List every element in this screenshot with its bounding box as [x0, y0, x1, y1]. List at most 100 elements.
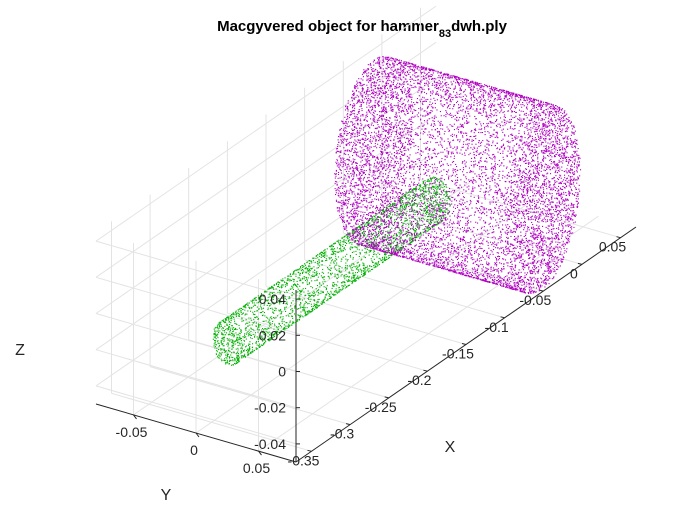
head-point [418, 89, 420, 91]
head-point [489, 203, 491, 205]
handle-point [418, 234, 420, 236]
handle-point [245, 304, 247, 306]
handle-point [298, 268, 300, 270]
head-point [534, 107, 536, 109]
handle-point [257, 331, 259, 333]
handle-point [433, 221, 435, 223]
handle-point [235, 332, 237, 334]
handle-point [233, 316, 235, 318]
handle-point [288, 275, 290, 277]
head-point [366, 69, 368, 71]
head-point [496, 115, 498, 117]
head-point [493, 280, 495, 282]
handle-point [409, 202, 411, 204]
head-point [421, 220, 423, 222]
handle-point [419, 212, 421, 214]
handle-point [285, 310, 287, 312]
head-point [398, 192, 400, 194]
handle-point [433, 223, 435, 225]
head-point [455, 97, 457, 99]
head-point [426, 73, 428, 75]
handle-point [329, 297, 331, 299]
handle-point [389, 243, 391, 245]
head-point [529, 173, 531, 175]
handle-point [286, 283, 288, 285]
handle-point [246, 332, 248, 334]
handle-point [224, 318, 226, 320]
head-point [487, 236, 489, 238]
head-point [429, 134, 431, 136]
handle-point [353, 280, 355, 282]
handle-point [306, 261, 308, 263]
handle-point [318, 289, 320, 291]
handle-point [364, 274, 366, 276]
handle-point [399, 239, 401, 241]
handle-point [387, 238, 389, 240]
handle-point [220, 358, 222, 360]
handle-point [364, 224, 366, 226]
head-point [472, 80, 474, 82]
head-point [394, 200, 396, 202]
handle-point [247, 304, 249, 306]
handle-point [371, 239, 373, 241]
head-point [539, 102, 541, 104]
head-point [533, 280, 535, 282]
head-point [458, 104, 460, 106]
handle-point [356, 262, 358, 264]
handle-point [230, 322, 232, 324]
head-point [400, 142, 402, 144]
handle-point [418, 185, 420, 187]
head-point [466, 138, 468, 140]
head-point [435, 214, 437, 216]
handle-point [264, 303, 266, 305]
handle-point [240, 347, 242, 349]
handle-point [338, 265, 340, 267]
handle-point [248, 335, 250, 337]
handle-point [278, 310, 280, 312]
handle-point [404, 194, 406, 196]
handle-point [220, 340, 222, 342]
head-point [530, 152, 532, 154]
handle-point [424, 229, 426, 231]
head-point [473, 236, 475, 238]
handle-point [426, 219, 428, 221]
head-point [534, 120, 536, 122]
head-point [464, 152, 466, 154]
head-point [500, 146, 502, 148]
head-point [432, 259, 434, 261]
handle-point [281, 320, 283, 322]
head-point [494, 281, 496, 283]
handle-point [372, 218, 374, 220]
handle-point [218, 357, 220, 359]
head-point [570, 139, 572, 141]
handle-point [295, 302, 297, 304]
handle-point [338, 286, 340, 288]
handle-point [347, 275, 349, 277]
head-point [454, 168, 456, 170]
handle-point [306, 279, 308, 281]
head-point [446, 81, 448, 83]
handle-point [398, 227, 400, 229]
head-point [432, 183, 434, 185]
handle-point [252, 311, 254, 313]
handle-point [252, 313, 254, 315]
handle-point [233, 340, 235, 342]
head-point [430, 109, 432, 111]
head-point [515, 135, 517, 137]
handle-point [237, 347, 239, 349]
handle-point [390, 244, 392, 246]
head-point [504, 98, 506, 100]
handle-point [254, 297, 256, 299]
handle-point [376, 217, 378, 219]
head-point [369, 196, 371, 198]
head-point [438, 152, 440, 154]
head-point [423, 71, 425, 73]
handle-point [413, 196, 415, 198]
head-point [430, 220, 432, 222]
handle-point [341, 251, 343, 253]
handle-point [308, 265, 310, 267]
handle-point [336, 262, 338, 264]
handle-point [387, 230, 389, 232]
handle-point [364, 234, 366, 236]
handle-point [347, 235, 349, 237]
